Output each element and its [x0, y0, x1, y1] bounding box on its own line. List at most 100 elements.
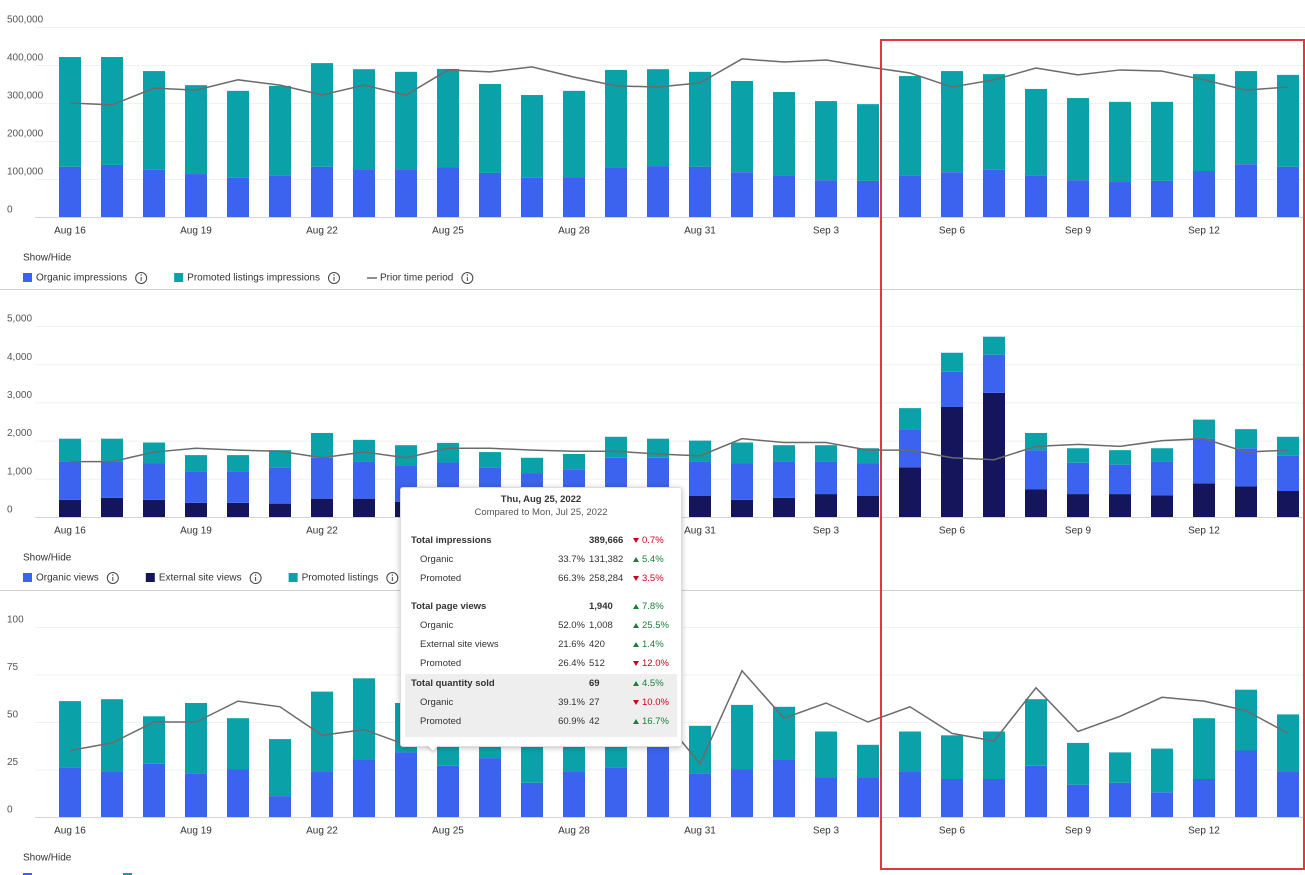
bar-segment — [899, 429, 921, 468]
bar-segment — [479, 758, 501, 817]
legend-label: Prior time period — [380, 273, 453, 284]
row-label: Organic — [420, 697, 454, 708]
bar-segment — [1235, 486, 1257, 517]
bar-segment — [1025, 88, 1047, 176]
bar-segment — [311, 691, 333, 772]
row-value: 1,940 — [589, 601, 613, 612]
bar-segment — [101, 438, 123, 462]
trend-arrow — [633, 538, 639, 543]
tooltip-row: Total quantity sold 69 4.5% — [405, 674, 677, 693]
bar-segment — [1151, 461, 1173, 496]
bar-segment — [773, 760, 795, 817]
info-icon — [249, 572, 262, 584]
bar-segment — [1025, 765, 1047, 817]
bar-segment — [59, 767, 81, 817]
bar-segment — [1109, 494, 1131, 517]
y-tick-label: 0 — [7, 505, 13, 516]
tooltip-row: Promoted 66.3% 258,284 3.5% — [405, 569, 677, 588]
info-icon — [327, 272, 340, 284]
bar-segment — [773, 91, 795, 176]
bar-segment — [1277, 455, 1299, 492]
bar-segment — [395, 169, 417, 217]
row-change: 25.5% — [642, 620, 669, 631]
bar-segment — [521, 95, 543, 178]
bar-segment — [563, 90, 585, 178]
bar-segment — [1067, 448, 1089, 463]
legend-marker — [23, 273, 32, 282]
info-icon — [106, 572, 119, 584]
bar-segment — [857, 104, 879, 181]
x-tick-label: Aug 19 — [180, 826, 212, 837]
trend-arrow — [633, 700, 639, 705]
bar-segment — [227, 769, 249, 817]
info-icon — [112, 574, 114, 576]
row-value: 420 — [589, 639, 605, 650]
bar-segment — [143, 763, 165, 817]
bar-segment — [815, 180, 837, 217]
bar-segment — [1109, 752, 1131, 783]
line-series — [69, 58, 1289, 106]
legend-label: Promoted listings impressions — [187, 273, 320, 284]
highlight-box — [880, 39, 1305, 870]
bar-segment — [101, 771, 123, 817]
bar-segment — [101, 497, 123, 517]
row-value: 42 — [589, 716, 600, 727]
x-tick-label: Aug 16 — [54, 226, 86, 237]
legend-marker — [23, 873, 32, 875]
legend-title: Show/Hide — [23, 853, 72, 864]
bar-segment — [59, 499, 81, 517]
x-tick-label: Sep 12 — [1188, 226, 1220, 237]
row-value: 27 — [589, 697, 600, 708]
row-change: 5.4% — [642, 554, 664, 565]
bar-segment — [479, 452, 501, 468]
tooltip-row: Promoted 26.4% 512 12.0% — [405, 654, 677, 673]
y-tick-label: 1,000 — [7, 466, 32, 477]
bar-segment — [1277, 166, 1299, 217]
bar-segment — [983, 779, 1005, 817]
row-value: 512 — [589, 658, 605, 669]
bar-segment — [899, 408, 921, 430]
bar-segment — [731, 499, 753, 517]
trend-arrow — [633, 557, 639, 562]
bar-segment — [689, 495, 711, 517]
bar-segment — [1277, 714, 1299, 772]
bar-segment — [1067, 462, 1089, 495]
trend-arrow — [633, 576, 639, 581]
row-share: 66.3% — [558, 573, 585, 584]
bar-segment — [1067, 742, 1089, 785]
bar-segment — [353, 498, 375, 517]
tooltip-row: Promoted 60.9% 42 16.7% — [405, 712, 677, 731]
legend-marker — [23, 573, 32, 582]
bar-segment — [1151, 495, 1173, 517]
x-tick-label: Aug 31 — [684, 226, 716, 237]
bar-segment — [941, 406, 963, 517]
bar-segment — [1235, 448, 1257, 487]
row-label: Organic — [420, 620, 454, 631]
bar-segment — [101, 164, 123, 217]
row-change: 4.5% — [642, 678, 664, 689]
y-tick-label: 75 — [7, 662, 19, 673]
x-tick-label: Aug 22 — [306, 226, 338, 237]
x-tick-label: Aug 28 — [558, 226, 590, 237]
bar-segment — [521, 782, 543, 817]
bar-segment — [269, 85, 291, 176]
row-share: 33.7% — [558, 554, 585, 565]
legend-marker — [174, 273, 184, 282]
bar-segment — [269, 175, 291, 217]
legend-label: Organic impressions — [36, 273, 127, 284]
bar-segment — [857, 463, 879, 496]
bar-segment — [311, 63, 333, 167]
tooltip-row: Total page views 1,940 7.8% — [405, 597, 677, 616]
bar-segment — [311, 771, 333, 817]
x-tick-label: Sep 9 — [1065, 226, 1092, 237]
bar-segment — [1193, 171, 1215, 217]
bar-segment — [731, 80, 753, 173]
bar-segment — [1067, 98, 1089, 181]
bar-segment — [815, 777, 837, 817]
row-label: External site views — [420, 639, 499, 650]
x-tick-label: Aug 25 — [432, 226, 464, 237]
legend-marker — [123, 873, 132, 875]
bar-segment — [395, 445, 417, 466]
